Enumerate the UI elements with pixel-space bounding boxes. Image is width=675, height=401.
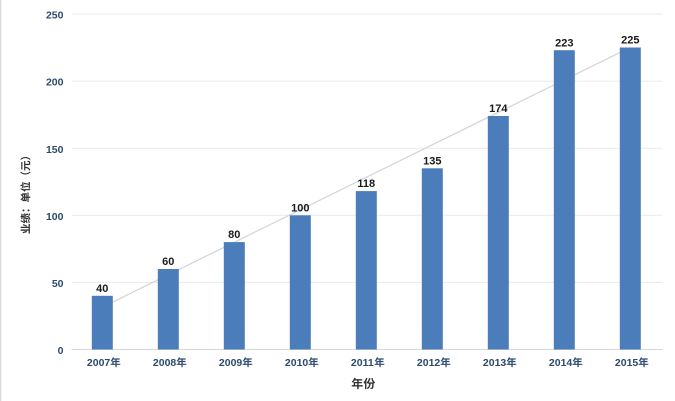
- svg-text:0: 0: [58, 345, 64, 357]
- svg-text:174: 174: [489, 103, 508, 115]
- svg-text:135: 135: [423, 155, 441, 167]
- svg-text:80: 80: [228, 229, 240, 241]
- svg-text:50: 50: [52, 278, 64, 290]
- svg-text:100: 100: [46, 211, 64, 223]
- svg-text:2009: 2009: [219, 357, 243, 369]
- svg-text:2010: 2010: [285, 357, 309, 369]
- svg-text:60: 60: [162, 256, 174, 268]
- svg-text:2014: 2014: [549, 357, 573, 369]
- svg-text:150: 150: [46, 144, 64, 156]
- svg-text:200: 200: [46, 77, 64, 89]
- svg-text:2008: 2008: [153, 357, 177, 369]
- svg-text:225: 225: [621, 35, 639, 47]
- svg-text:118: 118: [357, 178, 375, 190]
- svg-text:223: 223: [555, 37, 573, 49]
- svg-text:2011: 2011: [351, 357, 374, 369]
- svg-text:2007: 2007: [87, 357, 111, 369]
- svg-text:40: 40: [96, 283, 108, 295]
- svg-text:250: 250: [46, 10, 64, 22]
- svg-text:2015: 2015: [615, 357, 639, 369]
- svg-text:100: 100: [291, 202, 309, 214]
- svg-text:2012: 2012: [417, 357, 441, 369]
- svg-text:2013: 2013: [483, 357, 507, 369]
